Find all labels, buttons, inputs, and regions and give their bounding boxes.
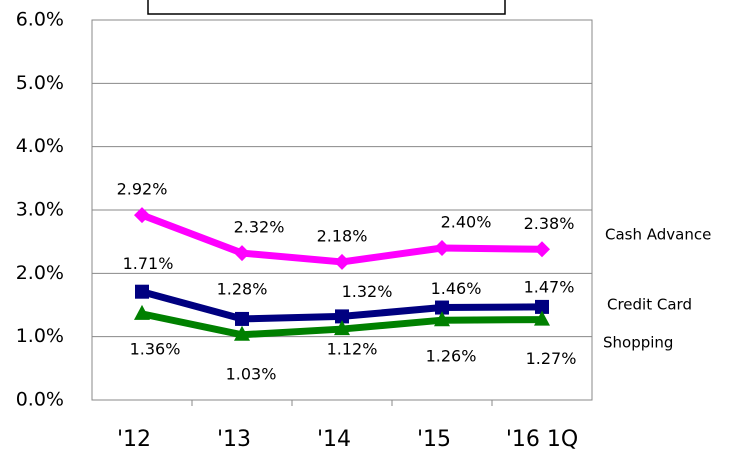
point	[335, 309, 349, 324]
point	[234, 325, 250, 341]
point	[535, 299, 549, 314]
y-tick-label: 1.0%	[16, 325, 64, 347]
x-tick-label: '13	[217, 427, 251, 452]
data-label: 2.32%	[234, 218, 285, 237]
data-label: 1.12%	[327, 340, 378, 359]
point	[434, 311, 450, 327]
point	[334, 253, 350, 270]
y-tick-label: 6.0%	[16, 9, 64, 31]
x-tick-label: '14	[317, 427, 351, 452]
point	[134, 207, 150, 224]
point	[434, 240, 450, 256]
series-label: Credit Card	[607, 296, 692, 314]
point	[334, 320, 350, 336]
point	[135, 284, 149, 299]
title-box	[147, 0, 506, 15]
data-label: 1.36%	[130, 339, 181, 358]
x-tick-label: '15	[417, 427, 451, 452]
data-label: 1.03%	[226, 364, 277, 383]
y-tick-label: 0.0%	[16, 389, 64, 411]
x-tick-label: '12	[117, 427, 151, 452]
data-label: 2.92%	[117, 180, 168, 199]
data-label: 1.32%	[342, 282, 393, 301]
x-ticks	[191, 400, 493, 406]
point	[134, 304, 150, 320]
point	[435, 300, 449, 315]
y-tick-label: 4.0%	[16, 135, 64, 157]
data-label: 2.18%	[317, 226, 368, 245]
point	[235, 311, 249, 326]
data-label: 2.38%	[524, 214, 575, 233]
x-tick-label: '16 1Q	[506, 427, 578, 452]
point	[234, 245, 250, 262]
data-label: 1.26%	[426, 347, 477, 366]
data-label: 1.27%	[526, 349, 577, 368]
data-label: 2.40%	[441, 213, 492, 232]
data-label: 1.71%	[123, 254, 174, 273]
point	[534, 310, 550, 326]
series-label: Shopping	[603, 334, 673, 352]
y-tick-label: 5.0%	[16, 72, 64, 94]
series-label: Cash Advance	[605, 226, 711, 244]
data-label: 1.28%	[217, 279, 268, 298]
y-tick-label: 2.0%	[16, 262, 64, 284]
y-tick-label: 3.0%	[16, 199, 64, 221]
data-label: 1.46%	[431, 279, 482, 298]
point	[534, 241, 550, 258]
data-label: 1.47%	[524, 277, 575, 296]
